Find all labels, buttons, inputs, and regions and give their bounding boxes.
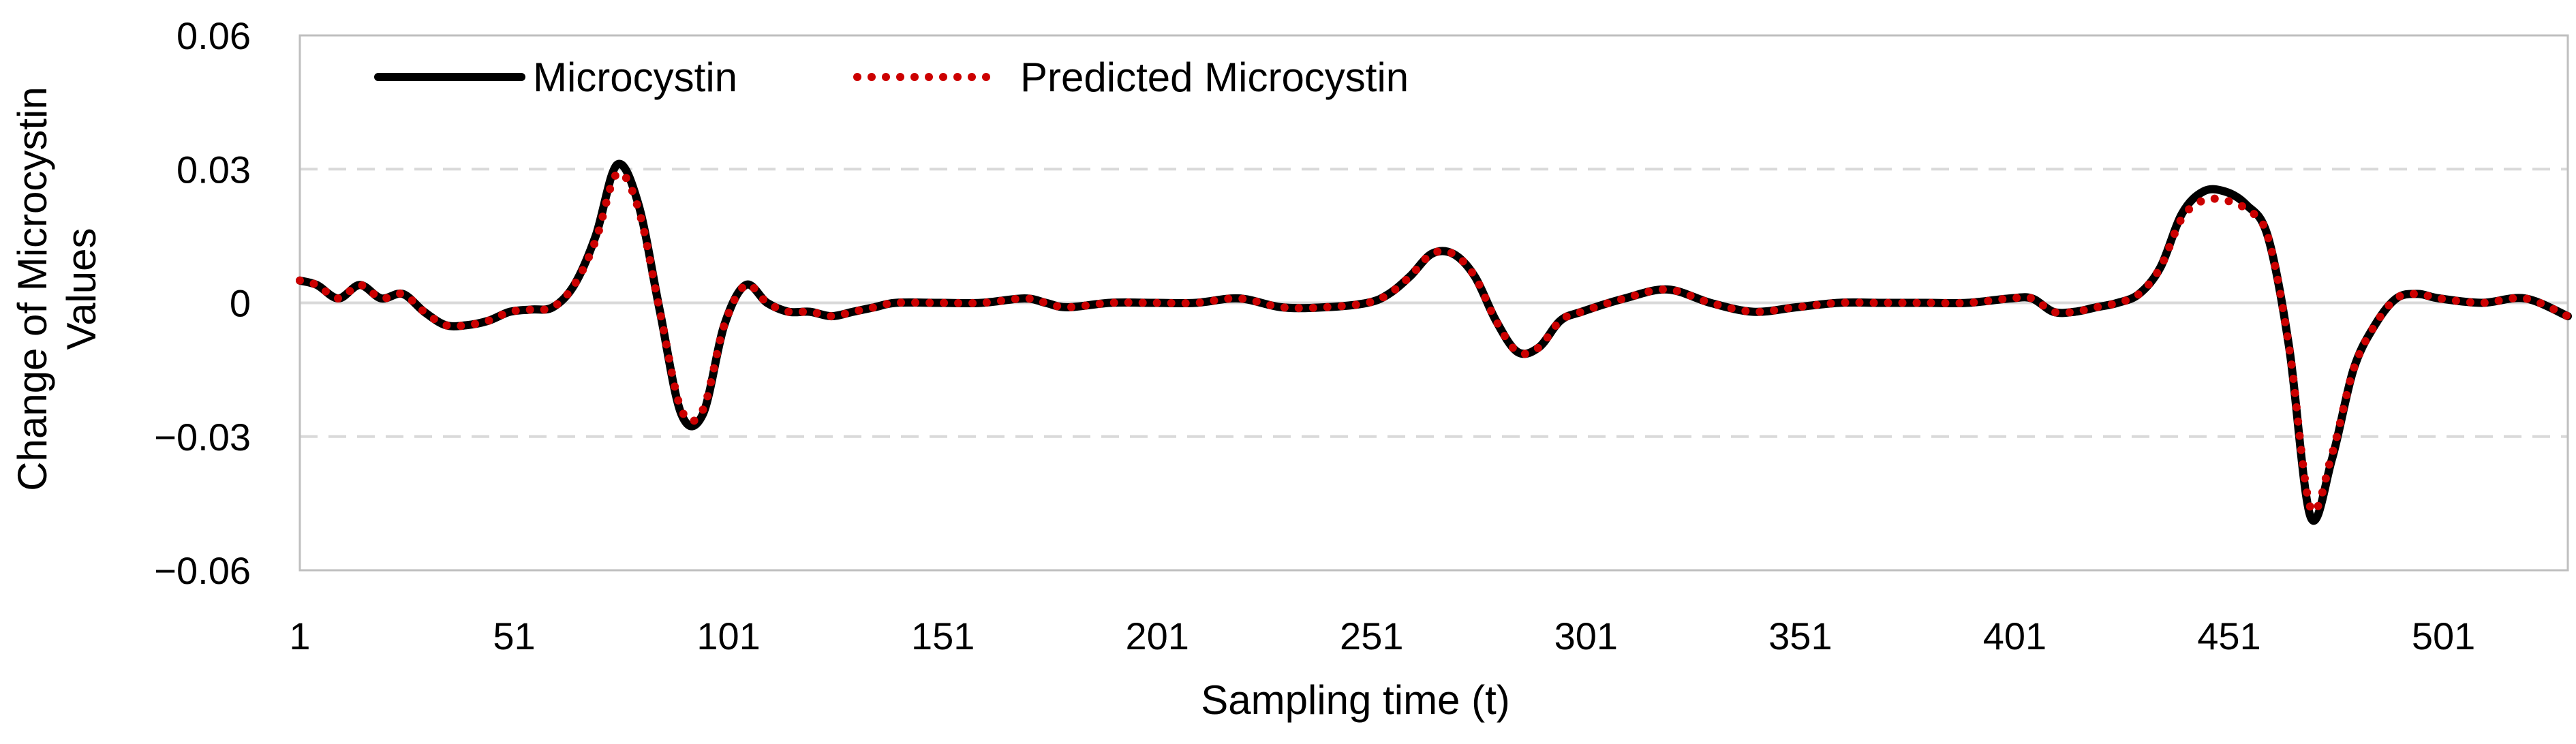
y-axis-title: Change of Microcystin Values	[10, 87, 104, 491]
y-tick-label: −0.06	[154, 549, 251, 592]
y-axis-ticks: 0.06 0.03 0 −0.03 −0.06	[154, 14, 251, 592]
plot-area-frame	[298, 34, 2569, 572]
grid-lines	[300, 168, 2568, 438]
x-tick-label: 151	[911, 615, 975, 657]
x-tick-label: 201	[1126, 615, 1189, 657]
y-axis-title-line-1: Change of Microcystin	[10, 87, 55, 491]
y-tick-label: −0.03	[154, 416, 251, 459]
x-tick-label: 401	[1983, 615, 2046, 657]
y-tick-label: 0.06	[177, 14, 251, 57]
x-tick-label: 301	[1554, 615, 1618, 657]
x-axis-ticks: 1 51 101 151 201 251 301 351 401 451 501	[289, 615, 2475, 657]
x-tick-label: 251	[1340, 615, 1403, 657]
x-tick-label: 1	[289, 615, 310, 657]
series-line-microcystin	[296, 159, 2572, 525]
x-tick-label: 101	[696, 615, 760, 657]
x-tick-label: 51	[493, 615, 535, 657]
legend-label-microcystin: Microcystin	[533, 55, 737, 100]
series-line-predicted-microcystin	[296, 168, 2572, 516]
x-tick-label: 351	[1768, 615, 1832, 657]
y-tick-label: 0	[230, 282, 251, 325]
x-axis-title: Sampling time (t)	[1201, 677, 1509, 723]
x-tick-label: 501	[2412, 615, 2475, 657]
y-tick-label: 0.03	[177, 148, 251, 191]
legend-label-predicted-microcystin: Predicted Microcystin	[1020, 55, 1409, 100]
legend: Microcystin Predicted Microcystin	[374, 55, 1409, 100]
series-layer	[296, 159, 2572, 525]
y-axis-title-line-2: Values	[59, 228, 104, 350]
x-tick-label: 451	[2197, 615, 2260, 657]
